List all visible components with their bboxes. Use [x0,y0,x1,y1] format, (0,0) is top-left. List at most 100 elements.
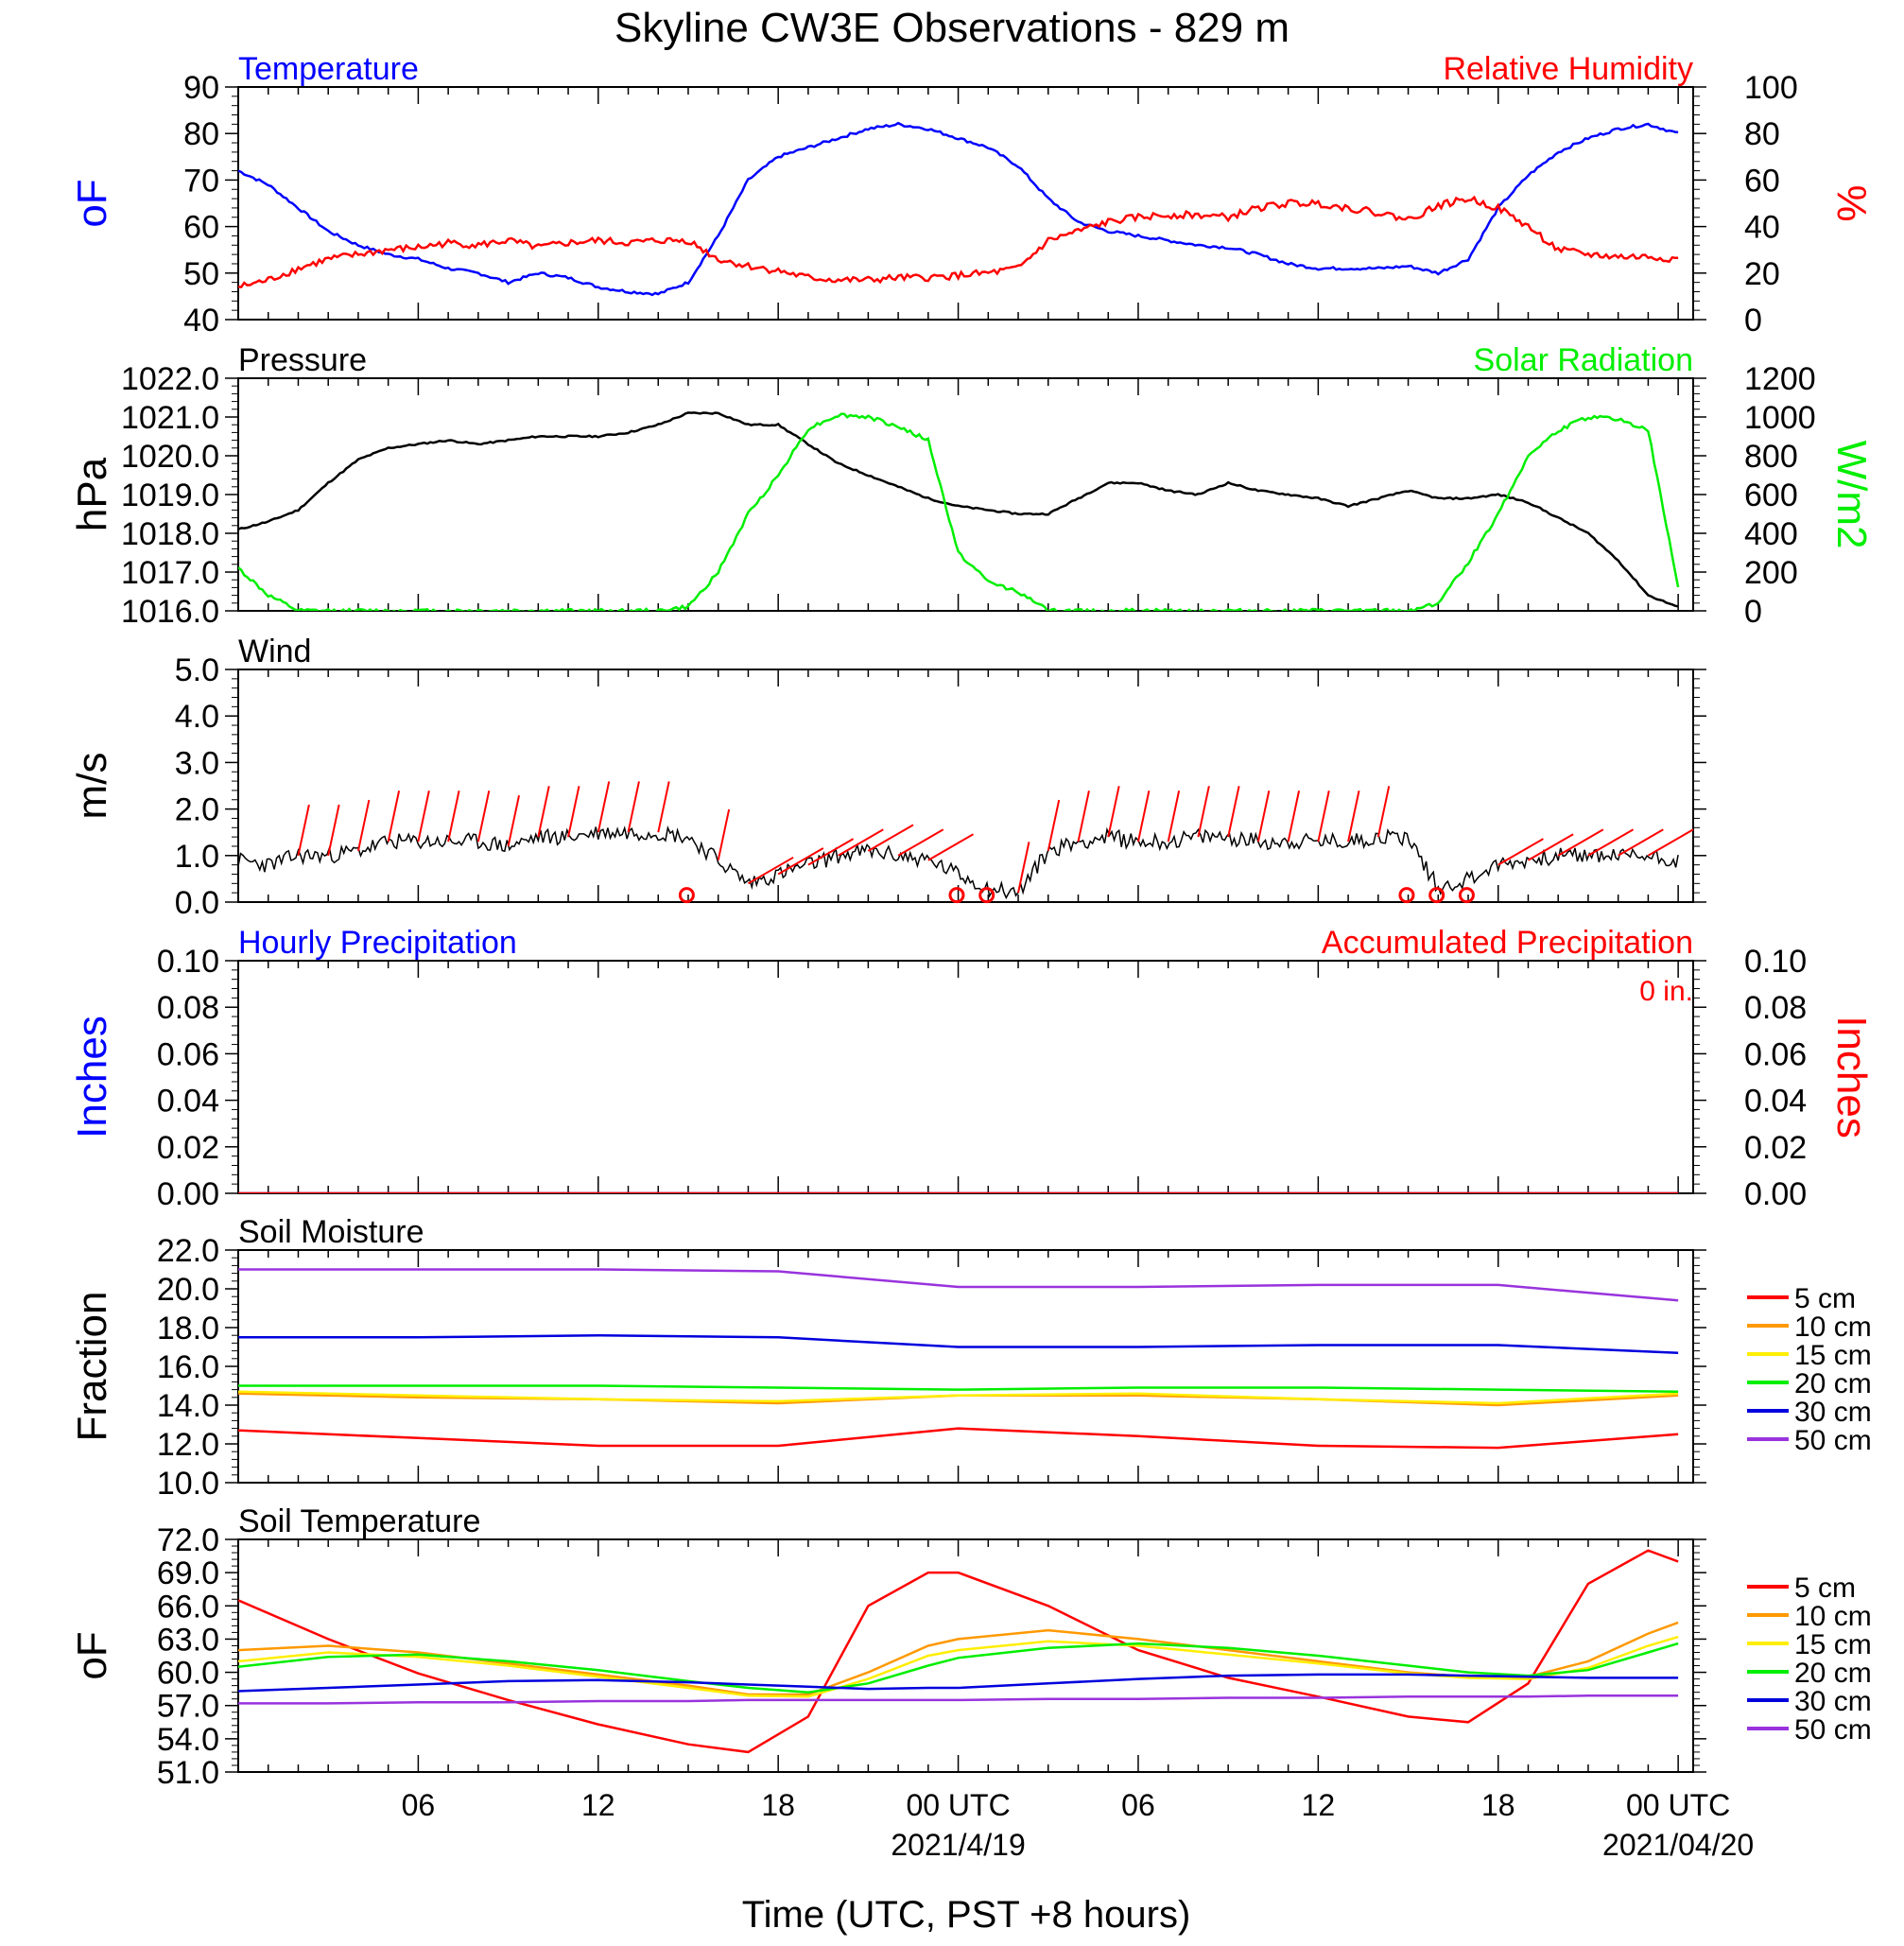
soil_moisture-y-tick-label: 14.0 [157,1388,219,1424]
wind-y-tick-label: 3.0 [175,745,219,781]
wind-barb [927,833,974,861]
soil_temp-series-50-cm [238,1694,1679,1705]
precip-right-unit: Inches [1828,1016,1875,1138]
pressure_solar-y-tick-label: 1018.0 [121,516,219,552]
legend-label: 10 cm [1794,1601,1872,1632]
precip-y2-tick-label: 0.10 [1744,944,1807,980]
temp_rh-right-unit: % [1828,184,1875,221]
wind-barb [1527,833,1574,861]
wind-barb [537,786,550,838]
soil_moisture-y-tick-label: 18.0 [157,1311,219,1347]
soil_temp-y-tick-label: 72.0 [157,1522,219,1558]
soil_temp-y-tick-label: 57.0 [157,1689,219,1725]
wind-barb [1197,786,1210,838]
wind-barb [1167,791,1181,843]
wind-barb [507,794,521,847]
wind-barb [1136,791,1151,843]
pressure_solar-y-tick-label: 1020.0 [121,439,219,475]
wind-barb [897,828,944,857]
pressure_solar-y2-tick-label: 1200 [1744,361,1816,397]
wind-barb [417,791,430,843]
wind-barb [867,824,914,852]
wind-barb [1647,828,1694,857]
wind-barb [1587,828,1635,857]
wind-y-tick-label: 0.0 [175,885,219,921]
temp_rh-y2-tick-label: 0 [1744,303,1762,339]
wind-barb [838,828,884,857]
wind-barb [1317,791,1330,843]
temp_rh-y2-tick-label: 40 [1744,210,1780,246]
soil_temp-y-tick-label: 66.0 [157,1589,219,1625]
wind-barb [1077,791,1090,843]
pressure_solar-y-tick-label: 1017.0 [121,555,219,591]
legend-label: 30 cm [1794,1397,1872,1428]
temp_rh-y-tick-label: 40 [183,303,219,339]
pressure_solar-title-right: Solar Radiation [1474,342,1693,378]
precip-y-tick-label: 0.02 [157,1130,219,1166]
temp_rh-y-tick-label: 80 [183,116,219,152]
soil_temp-y-tick-label: 69.0 [157,1555,219,1591]
precip-y2-tick-label: 0.02 [1744,1130,1807,1166]
wind-barb [1017,842,1030,894]
legend-label: 50 cm [1794,1425,1872,1456]
wind-title-left: Wind [238,634,311,669]
wind-barb [627,781,640,833]
wind-barb [1497,838,1544,866]
wind-y-tick-label: 2.0 [175,792,219,828]
temp_rh-y-tick-label: 60 [183,210,219,246]
x-tick-label: 12 [1302,1788,1336,1822]
wind-barb [297,804,310,857]
pressure_solar-y2-tick-label: 1000 [1744,400,1816,436]
pressure_solar-y2-tick-label: 400 [1744,516,1798,552]
wind-barb [1047,799,1061,852]
pressure_solar-frame [237,377,1694,612]
soil_temp-y-tick-label: 60.0 [157,1656,219,1692]
temp_rh-y2-tick-label: 100 [1744,70,1798,106]
pressure_solar-y-tick-label: 1019.0 [121,478,219,513]
soil_moisture-y-tick-label: 12.0 [157,1427,219,1463]
wind-barb [327,804,340,857]
temp_rh-series-temperature [238,121,1679,297]
wind-calm-circle [978,887,995,904]
legend-label: 15 cm [1794,1629,1872,1660]
wind-barb [1618,828,1664,857]
soil_moisture-y-tick-label: 20.0 [157,1272,219,1308]
pressure_solar-y2-tick-label: 800 [1744,439,1798,475]
wind-barb [657,781,670,833]
wind-calm-circle [1428,887,1445,904]
x-date-label: 2021/04/20 [1602,1828,1754,1862]
soil_temp-series-20-cm [238,1642,1679,1694]
soil_moisture-y-tick-label: 16.0 [157,1349,219,1385]
wind-calm-circle [1398,887,1415,904]
legend-label: 10 cm [1794,1312,1872,1343]
pressure_solar-y2-tick-label: 0 [1744,594,1762,630]
x-axis-label: Time (UTC, PST +8 hours) [742,1894,1191,1936]
wind-calm-circle [678,887,695,904]
temp_rh-y-tick-label: 50 [183,256,219,292]
soil_temp-frame [237,1538,1694,1773]
precip-title-right: Accumulated Precipitation [1322,925,1693,961]
temp_rh-y-tick-label: 70 [183,163,219,199]
soil_moisture-y-tick-label: 10.0 [157,1466,219,1502]
pressure_solar-left-unit: hPa [69,457,115,531]
x-tick-label: 00 UTC [1626,1788,1730,1822]
wind-barb [387,791,401,843]
chart-title: Skyline CW3E Observations - 829 m [614,5,1290,51]
x-date-label: 2021/4/19 [891,1828,1025,1862]
wind-barb [1227,786,1240,838]
x-tick-label: 18 [1481,1788,1515,1822]
soil_temp-series-15-cm [238,1635,1679,1698]
precip-total-label: 0 in. [1639,976,1693,1007]
wind-calm-circle [1458,887,1475,904]
soil_temp-series-30-cm [238,1673,1679,1693]
wind-barb [717,808,731,860]
legend-label: 50 cm [1794,1714,1872,1746]
wind-barb [447,791,460,843]
temp_rh-frame [237,86,1694,321]
precip-y2-tick-label: 0.08 [1744,990,1807,1026]
temp_rh-title-right: Relative Humidity [1443,51,1693,87]
wind-barb [1256,791,1271,843]
wind-barb [1347,791,1360,843]
precip-y2-tick-label: 0.06 [1744,1036,1807,1072]
